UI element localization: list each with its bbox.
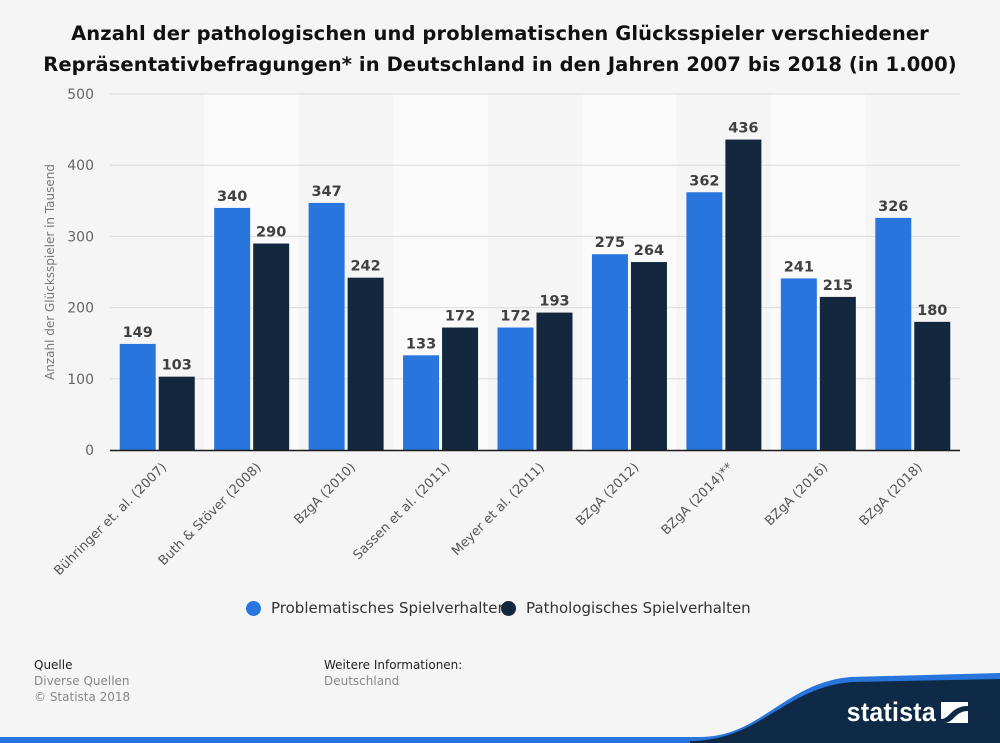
statista-logo-icon xyxy=(941,702,968,723)
copyright-text: © Statista 2018 xyxy=(34,690,131,704)
bar-chart: 0 100 200 300 400 500 Anzahl der Glücksspiele… xyxy=(43,87,960,579)
bar-problematic xyxy=(780,278,817,450)
chart-title-line-1: Anzahl der pathologischen und problemati… xyxy=(71,22,929,45)
value-label: 275 xyxy=(595,235,625,251)
legend-label: Pathologisches Spielverhalten xyxy=(526,599,751,617)
value-labels: 149 103 340 290 347 242 133 172 172 193 275 264 362 4… xyxy=(123,121,948,374)
y-tick-label: 400 xyxy=(67,158,94,174)
value-label: 347 xyxy=(311,184,341,200)
legend-item-pathological[interactable]: Pathologisches Spielverhalten xyxy=(501,599,751,617)
x-tick-label: Meyer et al. (2011) xyxy=(449,460,548,559)
bar-pathological xyxy=(725,139,762,450)
value-label: 215 xyxy=(823,278,853,294)
bar-pathological xyxy=(630,262,667,450)
value-label: 172 xyxy=(445,309,475,325)
value-label: 180 xyxy=(917,303,947,319)
bar-pathological xyxy=(536,312,573,450)
bar-problematic xyxy=(875,217,912,450)
background-stripes xyxy=(204,94,866,450)
bar-problematic xyxy=(308,202,345,450)
chart-title-line-2: Repräsentativbefragungen* in Deutschland… xyxy=(43,53,957,76)
legend: Problematisches Spielverhalten Pathologi… xyxy=(246,597,751,619)
bar-problematic xyxy=(591,254,628,450)
value-label: 326 xyxy=(878,199,908,215)
value-label: 340 xyxy=(217,189,247,205)
value-label: 133 xyxy=(406,336,436,352)
statista-logo-text: statista xyxy=(846,697,936,727)
y-tick-label: 0 xyxy=(85,443,94,459)
x-axis-ticks: Bühringer et. al. (2007)Buth & Stöver (2… xyxy=(51,460,925,579)
x-tick-label: BZgA (2012) xyxy=(573,460,642,529)
bar-problematic xyxy=(119,343,156,450)
value-label: 103 xyxy=(162,358,192,374)
bar-problematic xyxy=(686,192,723,451)
y-tick-label: 300 xyxy=(67,229,94,245)
x-tick-label: Buth & Stöver (2008) xyxy=(156,460,265,569)
x-tick-label: BZgA (2016) xyxy=(762,460,831,529)
value-label: 241 xyxy=(784,259,814,275)
y-tick-label: 500 xyxy=(67,87,94,103)
y-axis-ticks: 0 100 200 300 400 500 xyxy=(67,87,94,459)
x-tick-label: Sassen et al. (2011) xyxy=(351,460,454,563)
bar-pathological xyxy=(914,321,951,450)
x-tick-label: BzgA (2010) xyxy=(292,460,359,527)
x-tick-label: BZgA (2014)** xyxy=(659,460,737,538)
value-label: 149 xyxy=(123,325,153,341)
legend-dot-icon xyxy=(501,600,517,616)
bar-pathological xyxy=(253,243,290,450)
y-tick-label: 200 xyxy=(67,301,94,317)
statista-logo-banner[interactable]: statista xyxy=(0,653,1000,743)
info-heading: Weitere Informationen: xyxy=(324,658,463,672)
legend-label: Problematisches Spielverhalten xyxy=(271,599,508,617)
info-block: Weitere Informationen: Deutschland xyxy=(324,657,462,689)
bar-problematic xyxy=(497,327,534,450)
bar-pathological xyxy=(347,277,384,450)
value-label: 172 xyxy=(500,309,530,325)
bars xyxy=(119,139,951,451)
source-block: Quelle Diverse Quellen © Statista 2018 xyxy=(34,657,130,705)
bar-problematic xyxy=(403,355,440,450)
x-tick-label: BZgA (2018) xyxy=(857,460,926,529)
chart-title: Anzahl der pathologischen und problemati… xyxy=(0,18,1000,80)
y-axis-label: Anzahl der Glücksspieler in Tausend xyxy=(43,164,57,380)
bar-pathological xyxy=(819,296,856,450)
legend-item-problematic[interactable]: Problematisches Spielverhalten xyxy=(246,599,507,617)
value-label: 264 xyxy=(634,243,664,259)
logo-swoosh xyxy=(0,673,1000,743)
source-heading: Quelle xyxy=(34,658,73,672)
legend-dot-icon xyxy=(246,600,261,616)
value-label: 362 xyxy=(689,173,719,189)
gridlines xyxy=(110,93,960,380)
value-label: 242 xyxy=(350,259,380,275)
source-text[interactable]: Diverse Quellen xyxy=(34,674,130,688)
value-label: 193 xyxy=(539,294,569,310)
value-label: 290 xyxy=(256,225,286,241)
x-tick-label: Bühringer et. al. (2007) xyxy=(51,460,170,579)
value-label: 436 xyxy=(728,121,758,137)
bar-pathological xyxy=(442,327,479,450)
bar-pathological xyxy=(158,376,195,450)
y-tick-label: 100 xyxy=(67,372,94,388)
bar-problematic xyxy=(214,207,251,450)
info-text: Deutschland xyxy=(324,674,400,688)
